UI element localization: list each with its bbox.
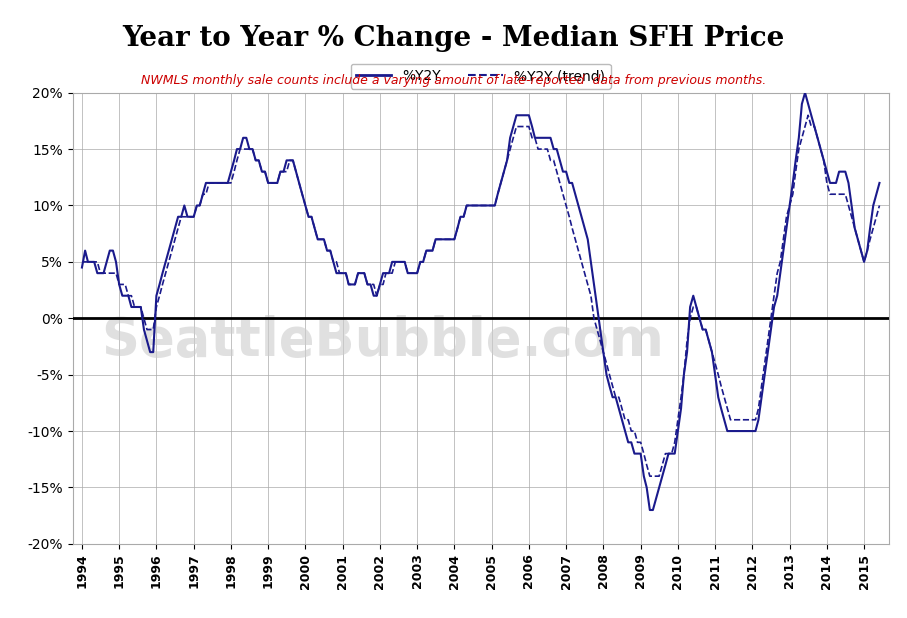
Text: Year to Year % Change - Median SFH Price: Year to Year % Change - Median SFH Price	[122, 25, 785, 52]
Text: SeattleBubble.com: SeattleBubble.com	[102, 315, 664, 367]
Legend: %Y2Y, %Y2Y (trend): %Y2Y, %Y2Y (trend)	[351, 64, 610, 88]
Text: NWMLS monthly sale counts include a varying amount of late-reported  data from p: NWMLS monthly sale counts include a vary…	[141, 74, 766, 87]
